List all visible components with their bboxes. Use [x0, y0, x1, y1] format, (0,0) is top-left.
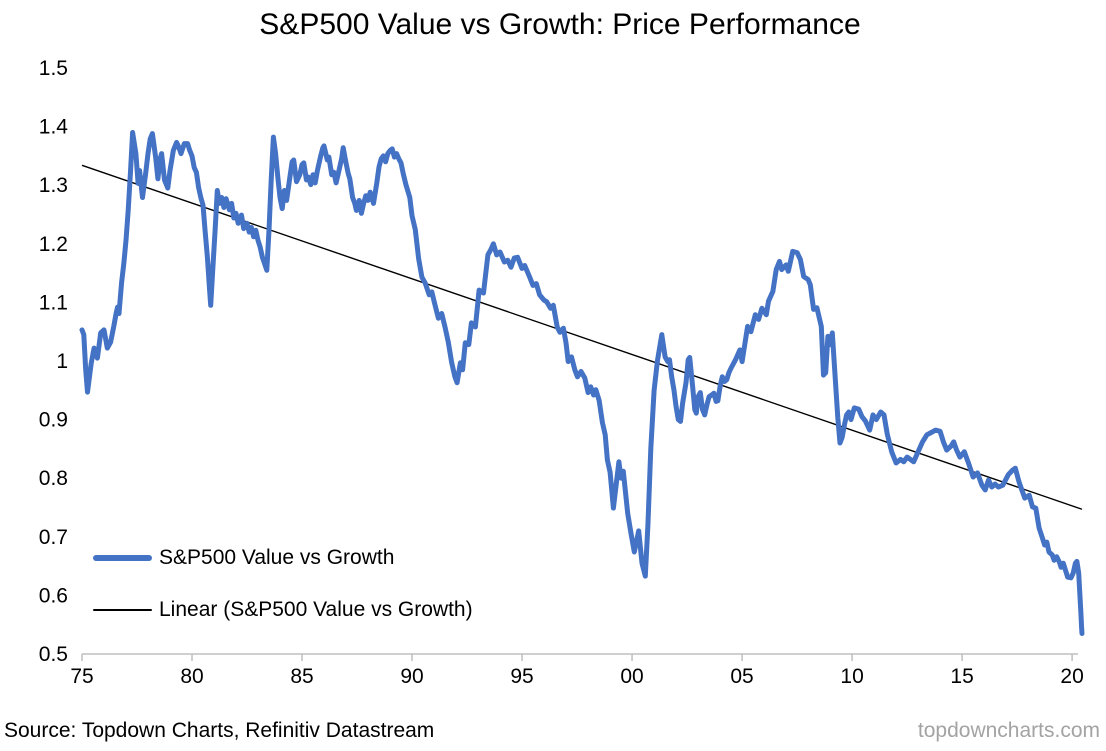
svg-text:00: 00 [620, 665, 643, 688]
chart-title: S&P500 Value vs Growth: Price Performanc… [259, 8, 861, 41]
legend-label-trendline: Linear (S&P500 Value vs Growth) [159, 598, 473, 621]
svg-text:1.2: 1.2 [39, 233, 68, 256]
svg-text:20: 20 [1060, 665, 1083, 688]
svg-text:0.7: 0.7 [39, 526, 68, 549]
svg-text:0.6: 0.6 [39, 584, 68, 607]
legend-item-trendline: Linear (S&P500 Value vs Growth) [93, 584, 473, 636]
svg-text:1.3: 1.3 [39, 174, 68, 197]
source-note: Source: Topdown Charts, Refinitiv Datast… [4, 719, 435, 742]
svg-text:15: 15 [950, 665, 973, 688]
svg-text:95: 95 [510, 665, 533, 688]
svg-text:0.5: 0.5 [39, 643, 68, 666]
svg-text:0.8: 0.8 [39, 467, 68, 490]
svg-text:1.4: 1.4 [39, 116, 69, 139]
svg-text:80: 80 [180, 665, 203, 688]
svg-text:75: 75 [70, 665, 93, 688]
trendline-swatch-icon [93, 609, 152, 611]
legend-label-series: S&P500 Value vs Growth [159, 546, 395, 569]
svg-text:05: 05 [730, 665, 753, 688]
svg-text:1.1: 1.1 [39, 291, 68, 314]
svg-text:1.5: 1.5 [39, 57, 68, 80]
chart-legend: S&P500 Value vs Growth Linear (S&P500 Va… [93, 532, 473, 636]
legend-item-series: S&P500 Value vs Growth [93, 532, 473, 584]
svg-text:1: 1 [56, 350, 68, 373]
svg-text:0.9: 0.9 [39, 409, 68, 432]
watermark: topdowncharts.com [917, 719, 1100, 742]
svg-text:10: 10 [840, 665, 863, 688]
series-line-swatch-icon [93, 555, 152, 561]
svg-text:85: 85 [290, 665, 313, 688]
svg-text:90: 90 [400, 665, 423, 688]
